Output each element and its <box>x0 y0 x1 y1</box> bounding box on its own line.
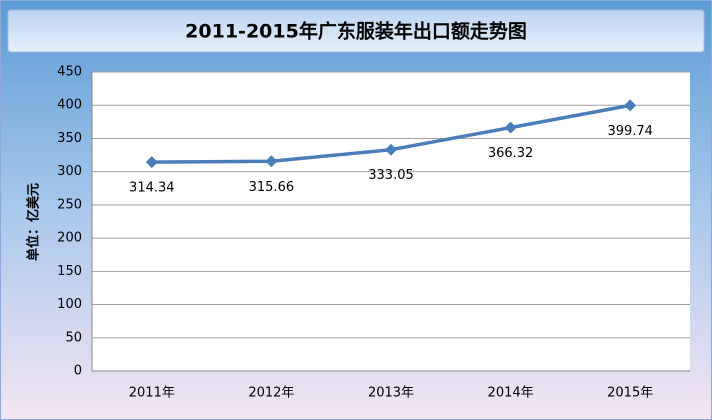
x-tick-label: 2014年 <box>488 386 534 401</box>
y-tick-label: 300 <box>57 164 82 179</box>
y-tick-label: 250 <box>57 197 82 212</box>
marker <box>265 155 278 168</box>
y-tick-label: 350 <box>57 131 82 146</box>
title-box <box>7 9 705 53</box>
marker <box>145 156 158 169</box>
x-tick-label: 2015年 <box>607 386 653 401</box>
y-tick-label: 200 <box>57 231 82 246</box>
marker <box>385 143 397 156</box>
chart-title: 2011-2015年广东服装年出口额走势图 <box>185 20 527 43</box>
data-label: 314.34 <box>129 181 175 196</box>
marker <box>504 121 517 134</box>
data-label: 315.66 <box>249 180 295 195</box>
plot-area <box>92 72 690 371</box>
data-label: 333.05 <box>368 168 414 183</box>
marker <box>624 99 637 112</box>
y-axis-label: 单位：亿美元 <box>26 183 42 261</box>
y-tick-label: 150 <box>57 264 82 279</box>
y-tick-label: 50 <box>65 330 82 345</box>
y-tick-label: 100 <box>57 297 82 312</box>
x-tick-label: 2012年 <box>248 386 294 401</box>
x-tick-label: 2011年 <box>129 386 175 401</box>
y-tick-label: 0 <box>74 364 82 379</box>
x-tick-label: 2013年 <box>368 386 414 401</box>
y-tick-label: 400 <box>57 98 82 113</box>
data-label: 366.32 <box>488 146 534 161</box>
y-tick-label: 450 <box>57 65 82 80</box>
data-label: 399.74 <box>607 124 653 139</box>
